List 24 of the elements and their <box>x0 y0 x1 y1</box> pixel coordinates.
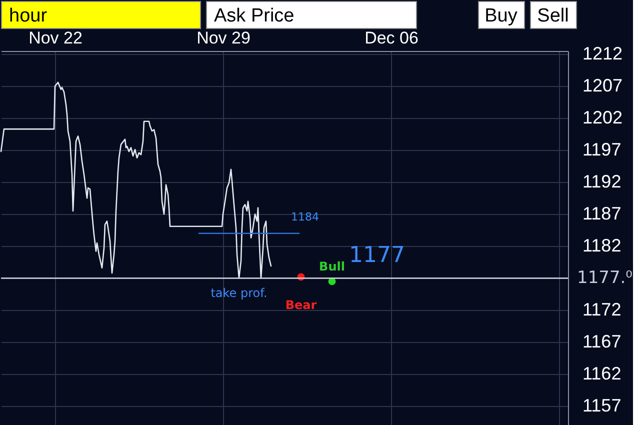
y-tick-label: 1212 <box>582 44 623 64</box>
text: hour <box>9 6 48 26</box>
y-tick-label: 1202 <box>582 108 623 128</box>
text: Ask Price <box>214 6 294 26</box>
x-tick-label: Dec 06 <box>364 28 418 48</box>
x-tick-label: Nov 22 <box>28 28 82 48</box>
ref-line-label: 1177.⁰ <box>577 268 633 288</box>
y-tick-label: 1187 <box>582 204 622 224</box>
y-tick-label: 1167 <box>582 332 622 352</box>
text: Buy <box>484 6 518 26</box>
text: Sell <box>537 6 569 26</box>
y-tick-label: 1182 <box>582 236 622 256</box>
x-tick-label: Nov 29 <box>196 28 250 48</box>
annotation: 1177 <box>349 243 405 268</box>
annotation: Bear <box>285 298 317 312</box>
annotation: Bull <box>319 259 345 274</box>
y-tick-label: 1157 <box>582 396 622 416</box>
y-tick-label: 1192 <box>582 172 622 192</box>
y-tick-label: 1197 <box>582 140 622 160</box>
y-tick-label: 1207 <box>582 76 623 96</box>
y-tick-label: 1162 <box>582 364 622 384</box>
y-tick-label: 1172 <box>582 300 622 320</box>
annotation: 1184 <box>291 210 319 224</box>
annotation: take prof. <box>210 286 268 300</box>
